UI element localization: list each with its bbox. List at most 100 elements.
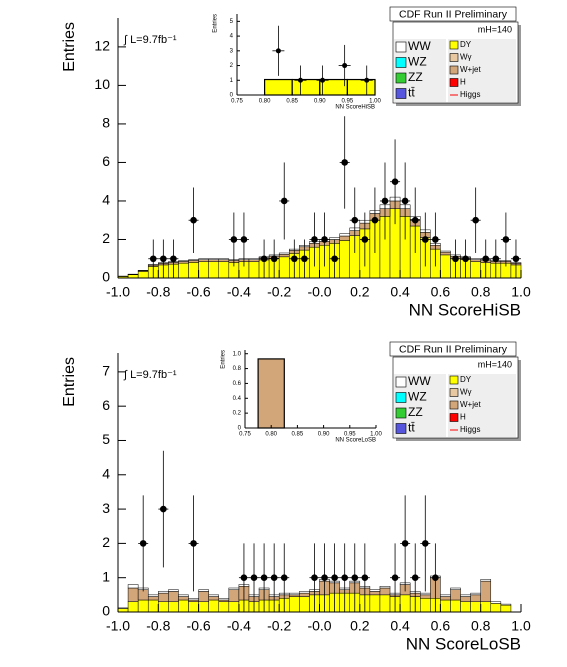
bar — [420, 594, 431, 599]
bar — [278, 256, 290, 279]
data-point — [190, 216, 197, 224]
bar — [379, 587, 391, 596]
x-axis-title: NN ScoreHiSB — [335, 105, 375, 111]
y-tick-label: 6 — [102, 153, 110, 169]
bar — [117, 608, 129, 613]
data-point — [320, 77, 326, 83]
bar — [248, 259, 260, 262]
bar — [450, 587, 461, 590]
data-point — [311, 574, 318, 581]
x-tick-label: -0.4 — [227, 618, 251, 634]
data-point — [364, 77, 370, 83]
legend-swatch — [395, 392, 407, 403]
data-point — [452, 255, 459, 263]
bar — [198, 258, 209, 260]
y-tick-label: 1 — [230, 78, 234, 84]
data-point — [361, 236, 369, 243]
bar — [158, 592, 169, 602]
x-axis-title: NN ScoreLoSB — [406, 634, 521, 653]
bar — [158, 591, 169, 594]
bar — [490, 601, 502, 604]
bar — [369, 591, 381, 596]
legend-swatch — [449, 388, 459, 397]
luminosity-label: ∫ L=9.7fb⁻¹ — [123, 369, 177, 381]
bar — [480, 601, 492, 613]
legend-label: Wγ — [460, 53, 472, 62]
bar — [188, 599, 199, 602]
data-point — [492, 255, 500, 263]
y-tick-label: 4 — [102, 192, 110, 208]
data-point — [512, 255, 520, 263]
legend-swatch — [449, 65, 459, 75]
bar — [137, 271, 149, 279]
y-axis-title: Entries — [61, 357, 78, 407]
bar — [450, 599, 461, 613]
bar — [208, 594, 220, 597]
x-tick-label: 0.90 — [314, 99, 326, 105]
bar — [470, 594, 481, 602]
bar — [299, 591, 310, 594]
mass-label: mH=140 — [478, 24, 512, 34]
legend-label: Wγ — [460, 388, 472, 397]
x-tick-label: 0.85 — [286, 99, 298, 105]
bar — [198, 259, 209, 262]
data-point — [401, 540, 409, 547]
x-tick-label: -0.0 — [307, 284, 331, 300]
data-point — [230, 236, 238, 243]
bar — [147, 599, 159, 613]
legend-label: tt̄ — [408, 421, 415, 435]
data-point — [297, 77, 303, 83]
bar — [178, 596, 189, 601]
legend-swatch — [395, 72, 407, 84]
data-point — [270, 574, 278, 581]
data-point — [301, 255, 308, 263]
bar — [299, 596, 310, 613]
legend-swatch — [449, 400, 459, 410]
y-tick-label: 0.8 — [233, 366, 242, 372]
x-tick-label: -1.0 — [106, 284, 130, 300]
legend-swatch — [395, 88, 407, 99]
bar — [218, 259, 230, 262]
x-tick-label: 0.4 — [390, 284, 410, 300]
bar — [470, 601, 481, 613]
bar — [117, 607, 129, 609]
bar — [127, 584, 139, 589]
legend-swatch — [395, 57, 407, 68]
legend-label: WW — [408, 39, 431, 53]
data-point — [411, 574, 419, 581]
bar — [198, 261, 209, 279]
bar — [218, 599, 230, 602]
legend-right-panel — [448, 374, 516, 437]
bar — [178, 599, 189, 613]
x-tick-label: 0.6 — [431, 284, 451, 300]
legend-label: H — [460, 78, 466, 87]
y-tick-label: 5 — [102, 431, 110, 447]
data-point — [291, 255, 298, 263]
y-axis-title: Entries — [221, 350, 227, 369]
data-point — [240, 236, 248, 243]
chart-title: CDF Run II Preliminary — [399, 8, 508, 20]
y-tick-label: 2 — [102, 230, 110, 246]
y-tick-label: 1.0 — [233, 351, 242, 357]
data-point — [160, 505, 167, 513]
bar — [379, 586, 391, 589]
y-tick-label: 10 — [94, 76, 110, 92]
bar — [208, 596, 220, 601]
bar — [299, 592, 310, 597]
data-point — [341, 159, 348, 166]
x-tick-label: -0.4 — [227, 284, 251, 300]
legend-label: Higgs — [460, 425, 480, 434]
x-tick-label: 0.4 — [390, 618, 410, 634]
data-point — [462, 255, 469, 263]
y-axis-title: Entries — [61, 22, 78, 72]
y-tick-label: 0.6 — [233, 381, 242, 387]
x-tick-label: 1.00 — [369, 99, 381, 105]
inset-background — [215, 338, 388, 449]
bar — [470, 592, 481, 596]
x-axis-title: NN ScoreHiSB — [409, 300, 521, 319]
bar — [480, 580, 492, 602]
x-tick-label: 0.80 — [265, 432, 277, 438]
data-point — [275, 48, 281, 54]
y-tick-label: 3 — [102, 500, 110, 516]
